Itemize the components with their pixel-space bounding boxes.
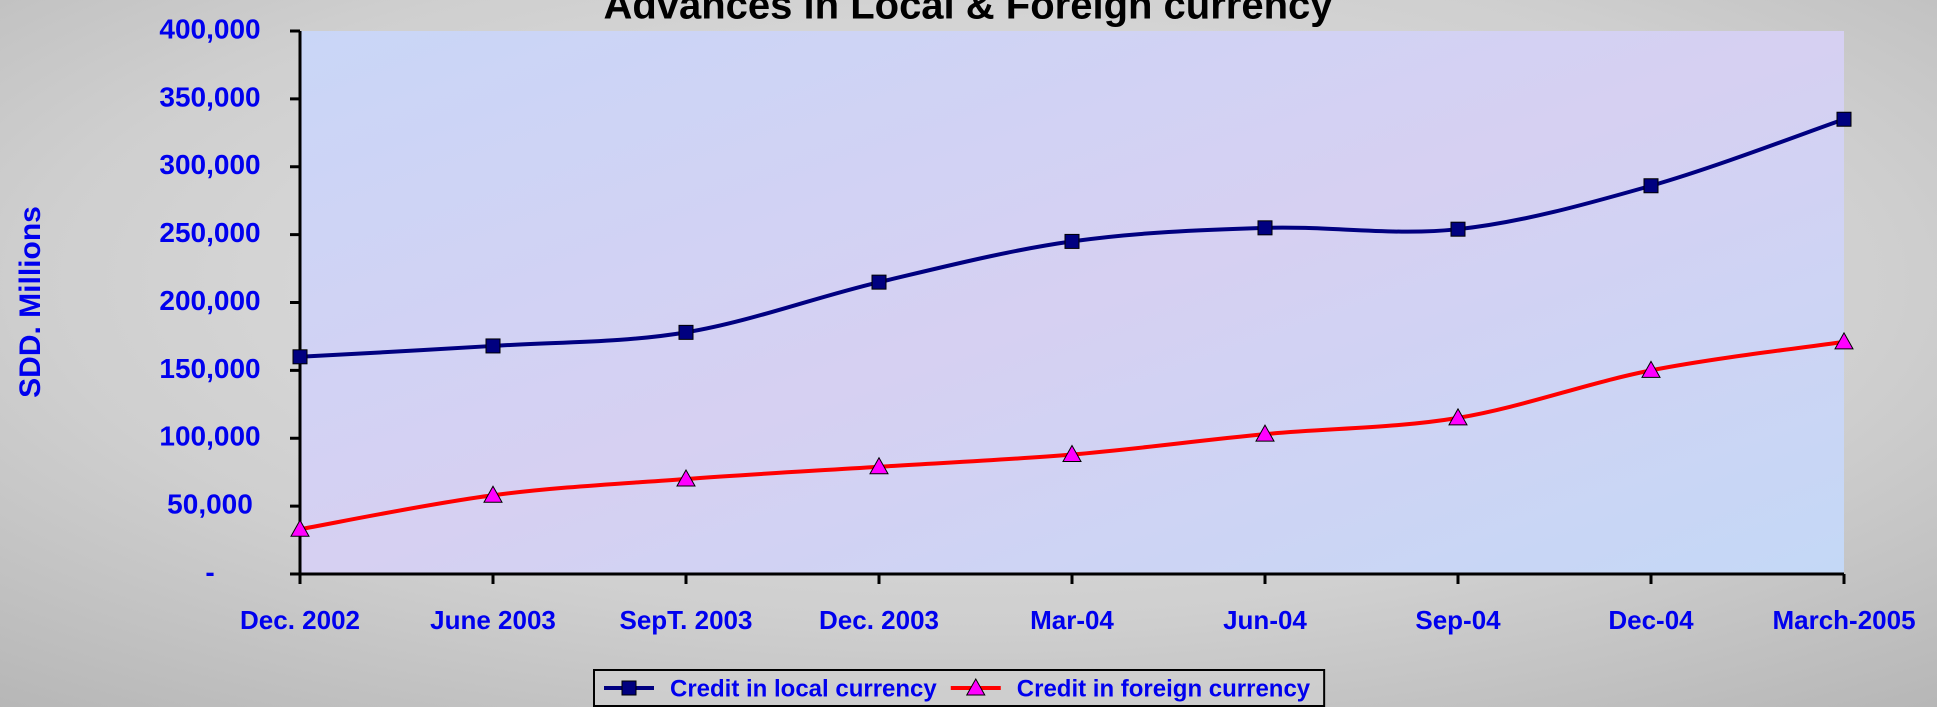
data-point [1064,233,1080,249]
data-point [676,468,696,487]
y-axis-label: SDD. Millions [14,206,47,398]
y-tick-label: 50,000 [167,489,253,520]
x-tick-label: Dec. 2002 [240,605,360,635]
x-tick-label: Dec. 2003 [819,605,939,635]
y-tick-label: 250,000 [159,217,260,248]
x-tick-label: SepT. 2003 [620,605,753,635]
y-tick-label: 150,000 [159,353,260,384]
plot-area [300,31,1844,574]
data-point [1255,424,1275,442]
data-point [290,519,310,537]
y-tick-label: - [205,556,214,587]
x-tick-label: March-2005 [1772,605,1915,635]
x-tick-label: Mar-04 [1030,605,1114,635]
x-tick-label: Sep-04 [1415,605,1501,635]
y-tick-label: 400,000 [159,13,260,44]
legend-marker [965,677,986,696]
legend: Credit in local currency Credit in foreig… [593,669,1326,707]
data-point [1257,220,1273,236]
chart-title: Advances in Local & Foreign currency [603,0,1333,28]
data-point [869,456,889,475]
data-point [1836,111,1852,127]
legend-box [593,669,1326,707]
data-point [485,338,501,354]
y-tick-label: 300,000 [159,149,260,180]
legend-label: Credit in foreign currency [1017,675,1311,702]
data-point [483,485,503,503]
data-point [1641,360,1661,378]
legend-marker [621,680,637,696]
x-tick-label: June 2003 [430,605,556,635]
data-point [1450,221,1466,237]
y-tick-label: 350,000 [159,81,260,112]
data-point [1062,444,1082,463]
data-point [871,274,887,290]
data-point [1448,407,1468,426]
y-tick-label: 100,000 [159,421,260,452]
legend-label: Credit in local currency [670,675,937,702]
x-tick-label: Dec-04 [1608,605,1694,635]
data-point [1834,331,1854,350]
x-tick-label: Jun-04 [1223,605,1307,635]
y-tick-label: 200,000 [159,285,260,316]
data-point [292,349,308,365]
data-point [678,324,694,340]
data-point [1643,178,1659,194]
